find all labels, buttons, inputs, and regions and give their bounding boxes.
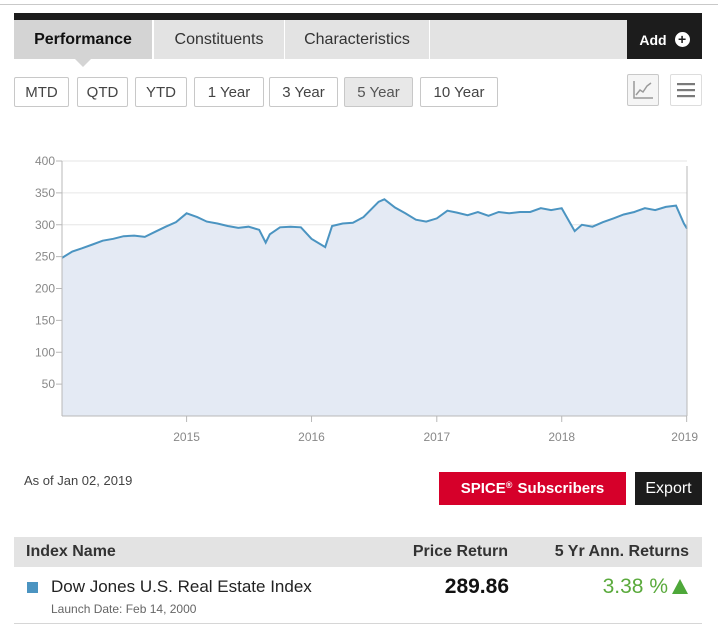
series-color-swatch bbox=[27, 582, 38, 593]
x-axis-ticks: 2015 2016 2017 2018 2019 bbox=[173, 416, 698, 444]
period-3-year-button[interactable]: 3 Year bbox=[269, 77, 338, 107]
y-tick-label: 150 bbox=[35, 313, 55, 327]
period-5-year-button[interactable]: 5 Year bbox=[344, 77, 413, 107]
period-qtd-button[interactable]: QTD bbox=[77, 77, 128, 107]
line-chart-view-button[interactable] bbox=[627, 74, 659, 106]
period-10-year-button[interactable]: 10 Year bbox=[420, 77, 498, 107]
table-view-button[interactable] bbox=[670, 74, 702, 106]
top-divider bbox=[0, 4, 718, 5]
annual-return-value: 3.38 % bbox=[602, 575, 668, 598]
up-arrow-icon bbox=[672, 579, 688, 594]
spice-label: Subscribers bbox=[517, 480, 605, 497]
performance-chart: 400 350 300 250 200 150 100 50 2015 2016 2017 2018… bbox=[35, 154, 698, 444]
x-tick-label: 2017 bbox=[423, 430, 450, 444]
add-button[interactable]: Add + bbox=[627, 20, 702, 59]
tab-performance[interactable]: Performance bbox=[14, 20, 154, 67]
y-tick-label: 300 bbox=[35, 218, 55, 232]
header-annual-returns: 5 Yr Ann. Returns bbox=[554, 543, 689, 560]
period-ytd-button[interactable]: YTD bbox=[135, 77, 187, 107]
add-label: Add bbox=[639, 31, 667, 48]
x-tick-label: 2016 bbox=[298, 430, 325, 444]
series-area bbox=[62, 199, 687, 416]
x-tick-label: 2018 bbox=[548, 430, 575, 444]
table-row: Dow Jones U.S. Real Estate Index Launch … bbox=[14, 567, 702, 624]
spice-brand: SPICE bbox=[460, 480, 506, 497]
launch-date: Launch Date: Feb 14, 2000 bbox=[51, 602, 197, 616]
price-return-value: 289.86 bbox=[444, 575, 509, 598]
spice-subscribers-button[interactable]: SPICE ® Subscribers bbox=[439, 472, 626, 505]
header-price-return: Price Return bbox=[412, 543, 508, 560]
menu-icon bbox=[677, 83, 695, 98]
y-tick-label: 200 bbox=[35, 282, 55, 296]
export-button[interactable]: Export bbox=[635, 472, 702, 505]
y-tick-label: 50 bbox=[42, 377, 56, 391]
period-mtd-button[interactable]: MTD bbox=[14, 77, 69, 107]
y-tick-label: 400 bbox=[35, 154, 55, 168]
period-1-year-button[interactable]: 1 Year bbox=[194, 77, 264, 107]
y-tick-label: 250 bbox=[35, 250, 55, 264]
header-bar bbox=[14, 13, 702, 20]
registered-mark: ® bbox=[505, 479, 513, 490]
x-tick-label: 2015 bbox=[173, 430, 200, 444]
y-tick-label: 100 bbox=[35, 345, 55, 359]
series-line bbox=[61, 198, 688, 259]
tab-constituents[interactable]: Constituents bbox=[154, 20, 285, 59]
line-chart-icon bbox=[633, 81, 653, 99]
x-tick-label: 2019 bbox=[671, 430, 698, 444]
index-name: Dow Jones U.S. Real Estate Index bbox=[51, 577, 312, 596]
y-axis-ticks: 400 350 300 250 200 150 100 50 bbox=[35, 154, 62, 391]
tab-characteristics[interactable]: Characteristics bbox=[285, 20, 430, 59]
as-of-date: As of Jan 02, 2019 bbox=[24, 473, 133, 488]
y-tick-label: 350 bbox=[35, 186, 55, 200]
index-table-header: Index Name Price Return 5 Yr Ann. Return… bbox=[14, 537, 702, 567]
header-index-name: Index Name bbox=[26, 543, 116, 560]
plus-circle-icon: + bbox=[674, 32, 690, 47]
tab-bar: Performance Constituents Characteristics… bbox=[14, 20, 702, 67]
